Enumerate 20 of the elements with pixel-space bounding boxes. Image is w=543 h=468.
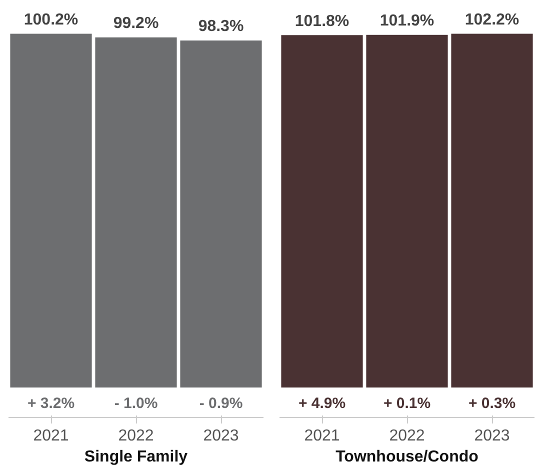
x-tick-label: 2023 [474, 428, 510, 444]
x-tick-label: 2021 [33, 428, 69, 444]
text: + 0.3% [468, 394, 516, 412]
text: + 4.9% [298, 394, 346, 412]
x-tick-label: 2021 [304, 428, 340, 444]
data-label: 99.2% [113, 15, 159, 32]
x-axis-title: Single Family [84, 448, 188, 466]
text: - 1.0% [114, 394, 158, 412]
data-label: 101.8% [294, 12, 350, 30]
text: + 3.2% [27, 394, 75, 412]
x-axis-title: Townhouse/Condo [336, 448, 479, 466]
x-tick-label: 2022 [118, 428, 154, 444]
text: - 0.9% [199, 394, 243, 412]
data-label: 102.2% [464, 11, 520, 28]
data-label: 98.3% [198, 18, 244, 36]
x-tick-label: 2022 [389, 428, 425, 444]
text: + 0.1% [383, 394, 431, 412]
data-label: 101.9% [380, 12, 434, 30]
x-tick-label: 2023 [203, 428, 239, 444]
data-label: 100.2% [24, 11, 78, 28]
